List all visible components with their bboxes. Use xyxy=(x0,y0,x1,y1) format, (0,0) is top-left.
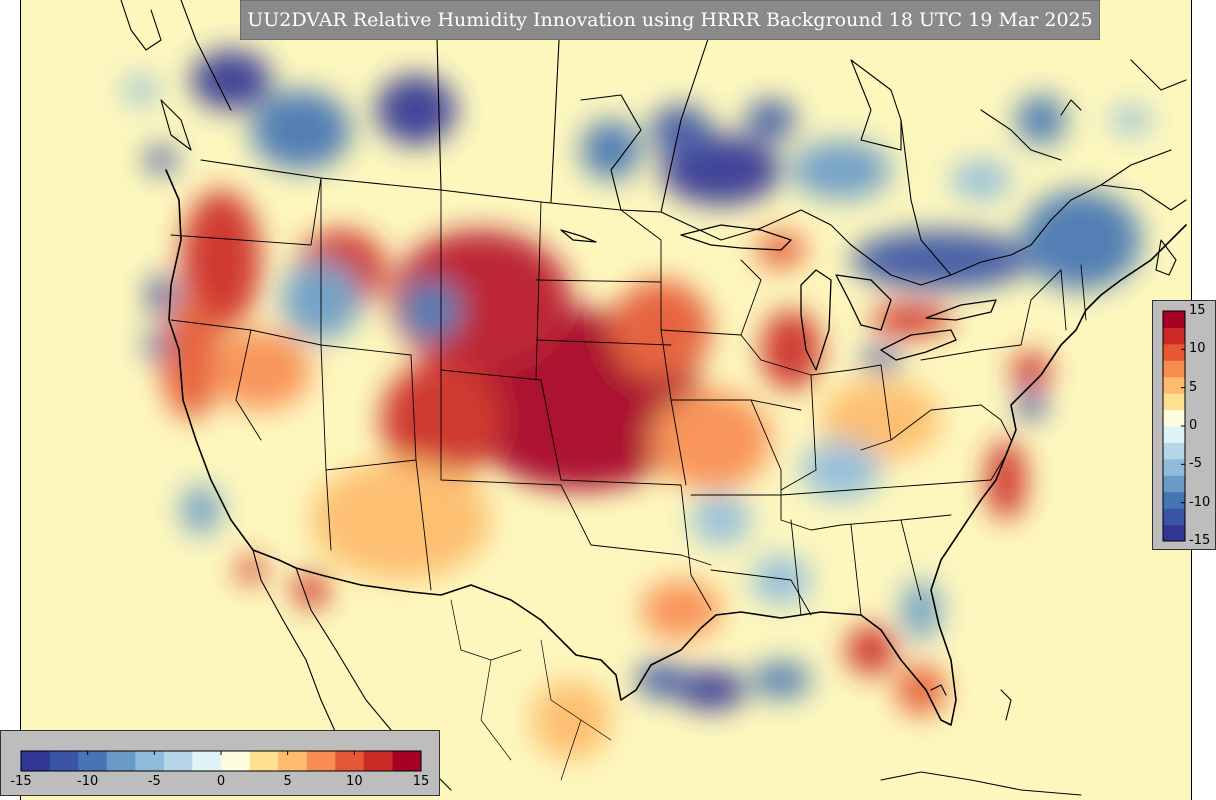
colorbar-tick-label: -5 xyxy=(147,774,161,789)
colorbar-swatch xyxy=(163,751,193,771)
colorbar-tick-label: -10 xyxy=(77,774,99,789)
colorbar-swatch xyxy=(392,751,422,771)
colorbar-tick-label: 15 xyxy=(1189,303,1206,318)
colorbar-swatch xyxy=(49,751,79,771)
colorbar-tick-label: 5 xyxy=(283,774,292,789)
colorbar-swatch xyxy=(363,751,393,771)
colorbar-tick-label: 5 xyxy=(1189,379,1198,395)
colorbar-swatch xyxy=(278,751,308,771)
vertical-colorbar: -15 -10 -5 0 5 10 15 xyxy=(1152,300,1216,550)
colorbar-swatch xyxy=(1163,376,1185,394)
innovation-field xyxy=(123,50,1151,760)
colorbar-swatch xyxy=(21,751,51,771)
colorbar-tick-label: 0 xyxy=(216,774,226,789)
horizontal-colorbar-gradient xyxy=(20,750,422,772)
vertical-colorbar-gradient xyxy=(1162,310,1186,542)
colorbar-tick-label: -10 xyxy=(1189,494,1211,510)
colorbar-swatch xyxy=(135,751,165,771)
colorbar-tick-label: -5 xyxy=(1189,456,1202,472)
colorbar-tick-label: 0 xyxy=(1189,418,1198,433)
colorbar-tick-label: 10 xyxy=(1189,341,1206,357)
colorbar-tick-label: -15 xyxy=(1189,533,1211,548)
colorbar-swatch xyxy=(1163,409,1185,427)
colorbar-swatch xyxy=(306,751,336,771)
map-panel[interactable] xyxy=(20,0,1192,800)
colorbar-swatch xyxy=(78,751,108,771)
colorbar-swatch xyxy=(1163,524,1185,542)
colorbar-tick-label: -15 xyxy=(10,774,32,789)
horizontal-colorbar: -15 -10 -5 0 5 10 15 xyxy=(0,730,440,796)
colorbar-swatch xyxy=(1163,442,1185,460)
colorbar-swatch xyxy=(1163,491,1185,509)
colorbar-swatch xyxy=(1163,508,1185,526)
colorbar-swatch xyxy=(1163,475,1185,493)
colorbar-swatch xyxy=(106,751,136,771)
colorbar-swatch xyxy=(1163,343,1185,361)
colorbar-tick-label: 10 xyxy=(346,774,363,789)
colorbar-swatch xyxy=(249,751,279,771)
colorbar-swatch xyxy=(1163,393,1185,411)
colorbar-swatch xyxy=(1163,327,1185,345)
colorbar-swatch xyxy=(192,751,222,771)
map-boundaries xyxy=(120,0,1187,796)
colorbar-swatch xyxy=(221,751,251,771)
colorbar-swatch xyxy=(1163,426,1185,443)
colorbar-tick-label: 15 xyxy=(412,774,430,789)
colorbar-swatch xyxy=(335,751,365,771)
colorbar-swatch xyxy=(1163,458,1185,476)
colorbar-swatch xyxy=(1163,360,1185,378)
humidity-map xyxy=(120,0,1187,796)
map-title: UU2DVAR Relative Humidity Innovation usi… xyxy=(240,0,1100,40)
colorbar-swatch xyxy=(1163,311,1185,328)
